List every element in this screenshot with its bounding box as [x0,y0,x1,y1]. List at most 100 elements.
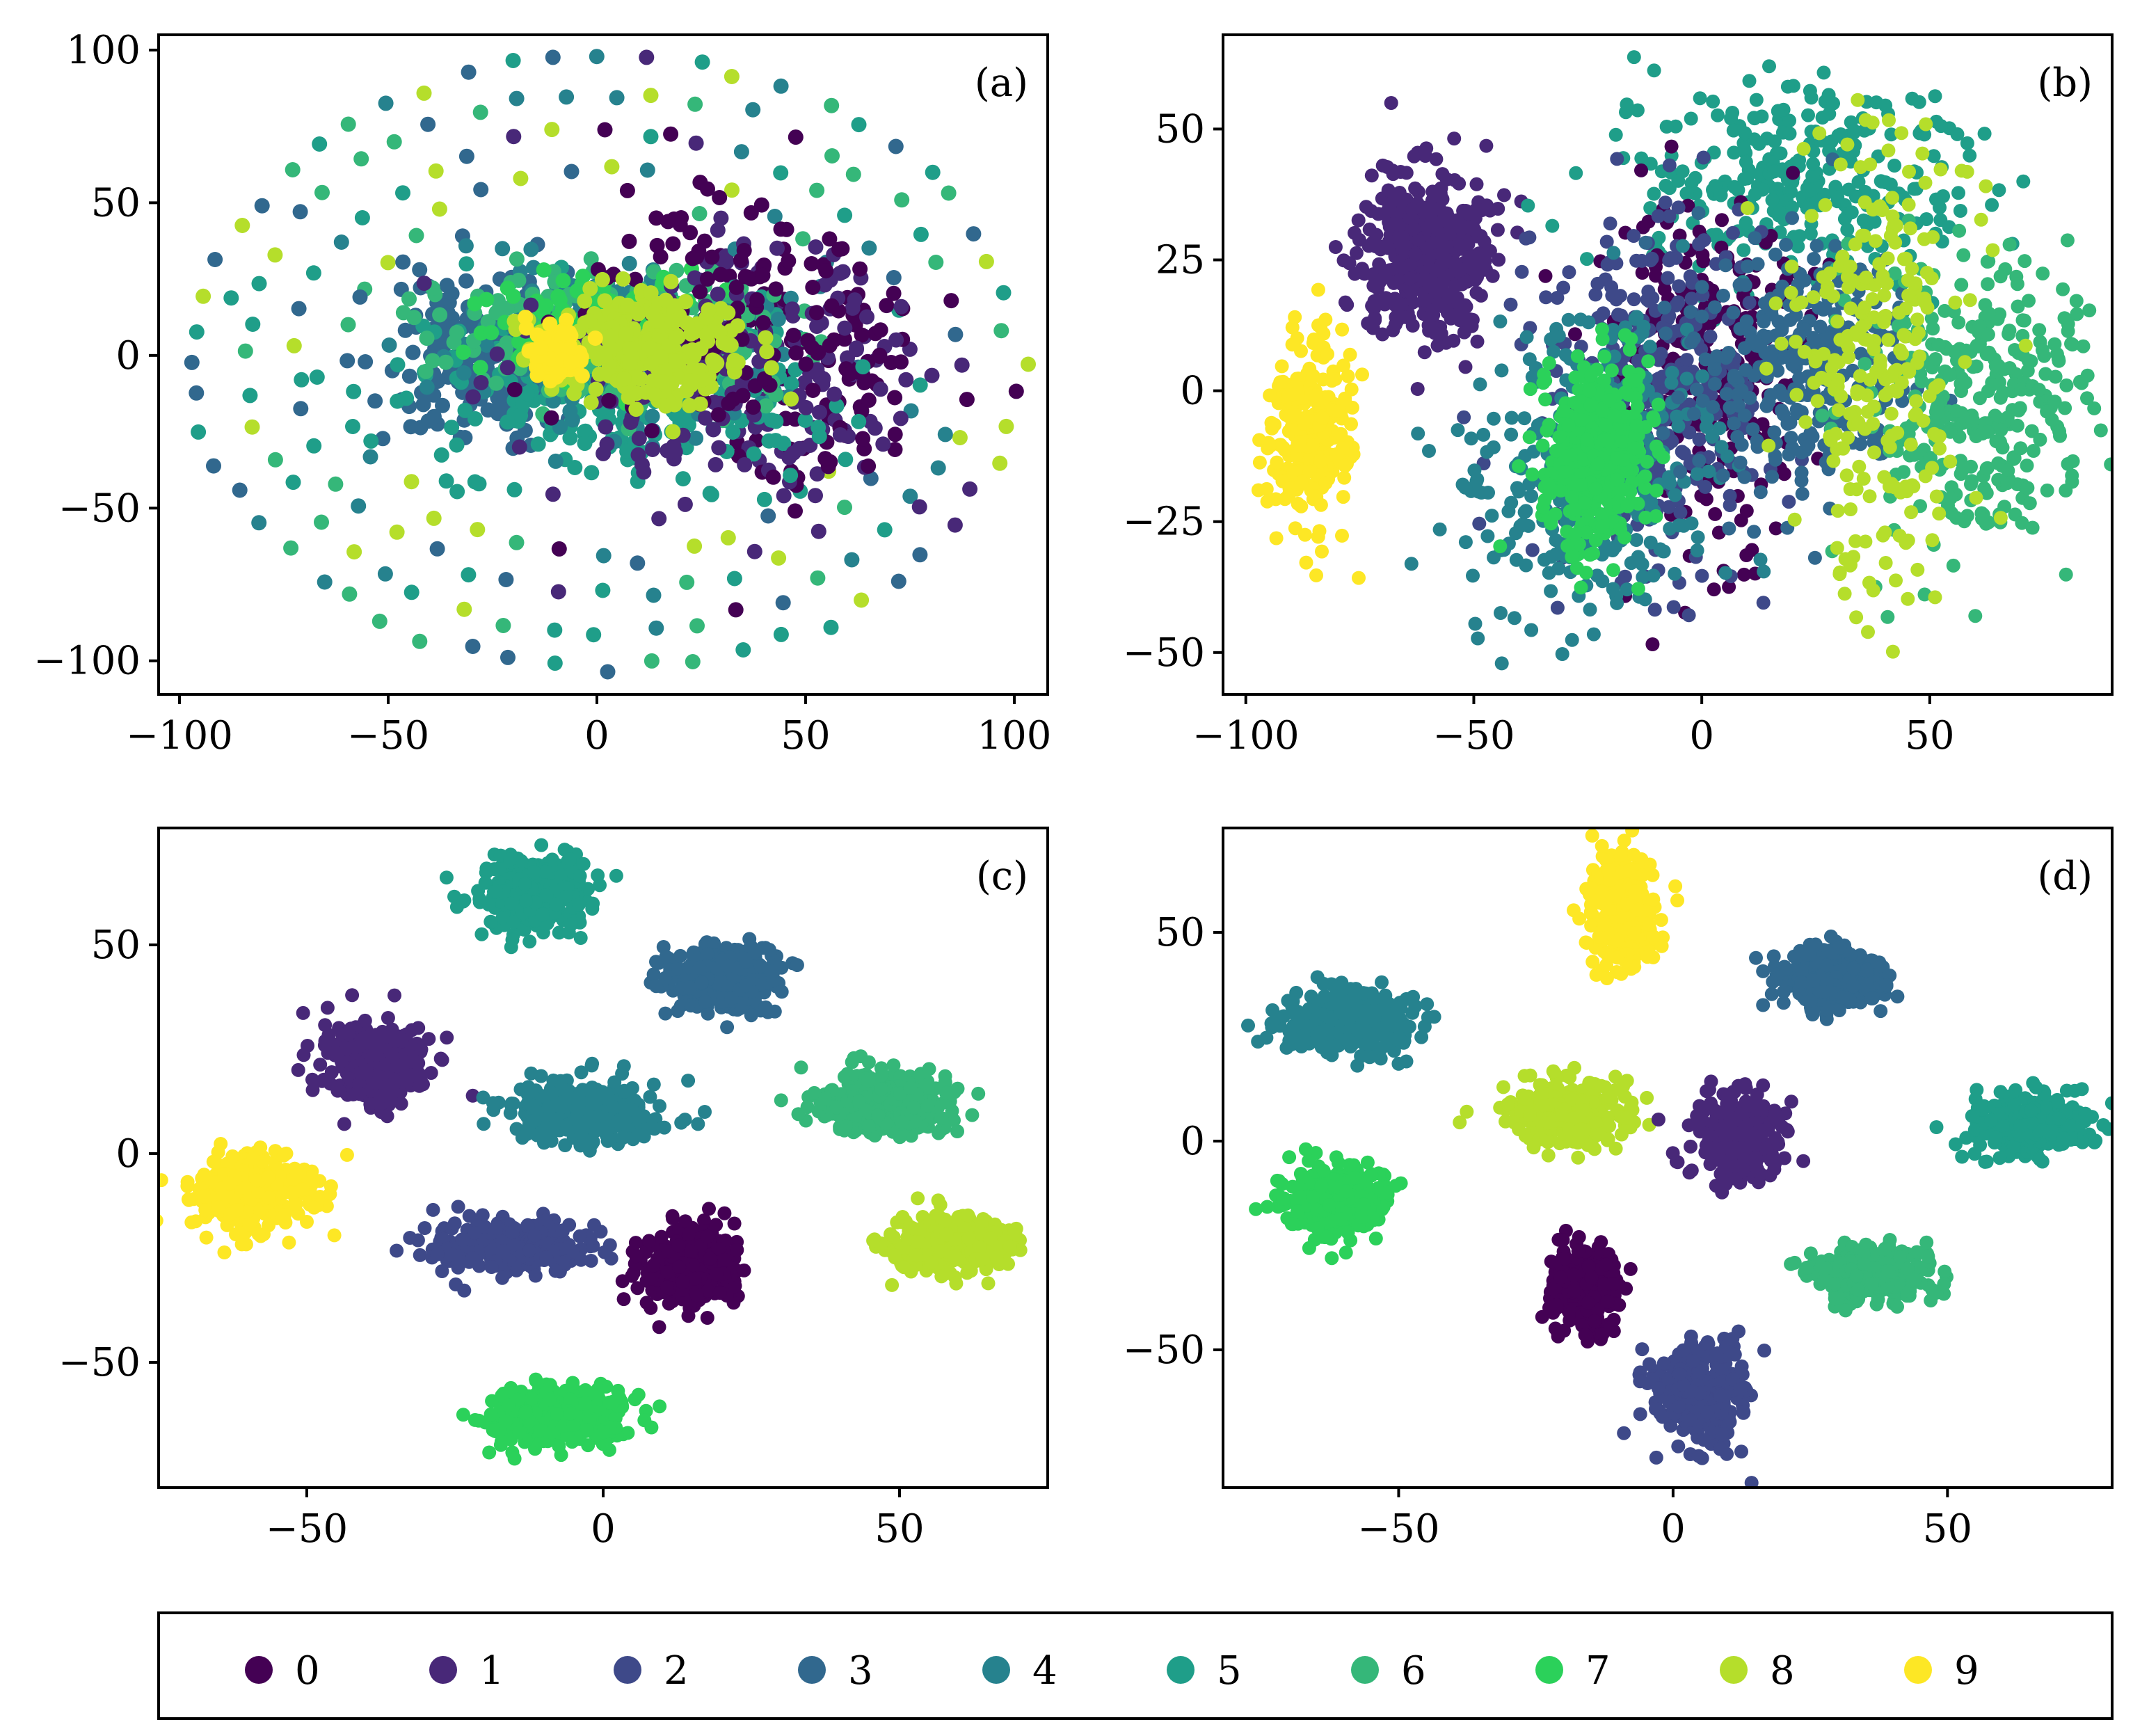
data-point [651,511,667,527]
data-point [1917,587,1932,602]
data-point [1524,623,1539,637]
data-point [890,573,906,589]
data-point [1281,488,1296,502]
data-point [615,271,631,287]
data-point [333,234,349,250]
data-point [1928,590,1942,605]
data-point [2104,457,2112,472]
data-point [1703,329,1718,344]
data-point [403,419,419,435]
data-point [1318,476,1333,491]
data-point [795,231,811,247]
data-point [1806,290,1821,305]
data-point [710,407,726,423]
data-point [1742,296,1757,310]
data-point [1263,388,1277,403]
data-point [1952,223,1967,238]
data-point [1399,166,1414,180]
data-point [523,241,539,257]
data-point [412,633,428,649]
data-point [2076,339,2091,353]
data-point [1738,278,1752,292]
data-point [859,309,874,325]
data-point [547,622,563,638]
data-point [438,354,454,370]
data-point [1455,477,1470,492]
data-point [1749,93,1764,107]
data-point [1844,301,1858,316]
data-point [851,413,867,429]
data-point [1767,164,1782,179]
data-point [1979,179,1993,193]
data-point [809,466,825,482]
data-point [1758,296,1772,310]
data-point [694,54,710,70]
data-point [1786,166,1800,180]
data-point [704,249,720,265]
data-point [678,294,694,310]
x-tick-label: 50 [781,713,830,758]
data-point [346,383,362,399]
data-point [1379,291,1393,305]
data-point [1480,445,1494,459]
data-point [1662,158,1677,173]
data-point [1490,223,1505,237]
data-point [1738,126,1752,141]
data-point [1899,251,1913,266]
data-point [948,326,964,342]
data-point [381,337,397,353]
data-point [1691,530,1705,545]
data-point [1831,403,1846,417]
data-point [665,424,681,440]
data-point [755,267,771,283]
data-point [1645,251,1659,266]
data-point [1873,353,1887,367]
data-point [844,552,860,568]
data-point [1763,350,1778,365]
data-point [544,122,560,138]
data-point [1882,113,1896,127]
data-point [1798,322,1812,337]
data-point [206,458,221,474]
data-point [643,129,659,145]
x-tick-label: 0 [584,713,609,758]
data-point [1588,287,1603,302]
data-point [1768,296,1783,310]
data-point [1780,79,1795,94]
data-point [1782,447,1796,462]
data-point [1924,271,1939,285]
data-point [1843,406,1858,421]
data-point [738,365,754,381]
data-point [1665,434,1679,449]
data-point [1493,314,1508,328]
data-point [506,481,522,497]
data-point [872,381,888,397]
data-point [628,401,644,417]
data-point [760,508,776,524]
data-point [2059,567,2073,582]
data-point [1928,381,1942,395]
data-point [1789,388,1804,402]
data-point [1647,603,1662,617]
data-point [1899,479,1913,494]
data-point [405,344,421,360]
data-point [245,317,261,332]
data-point [1994,422,2008,437]
data-point [773,626,789,642]
data-point [785,328,801,343]
data-point [1574,580,1588,595]
data-point [838,452,854,468]
data-point [1706,94,1720,109]
data-point [837,207,853,223]
data-point [1830,190,1845,205]
data-point [709,355,725,371]
data-point [645,442,660,457]
data-point [1645,637,1660,651]
data-point [2080,368,2095,383]
data-point [1795,486,1810,501]
data-point [1695,280,1709,294]
data-point [594,271,610,287]
data-point [809,182,825,198]
data-point [1429,263,1444,278]
